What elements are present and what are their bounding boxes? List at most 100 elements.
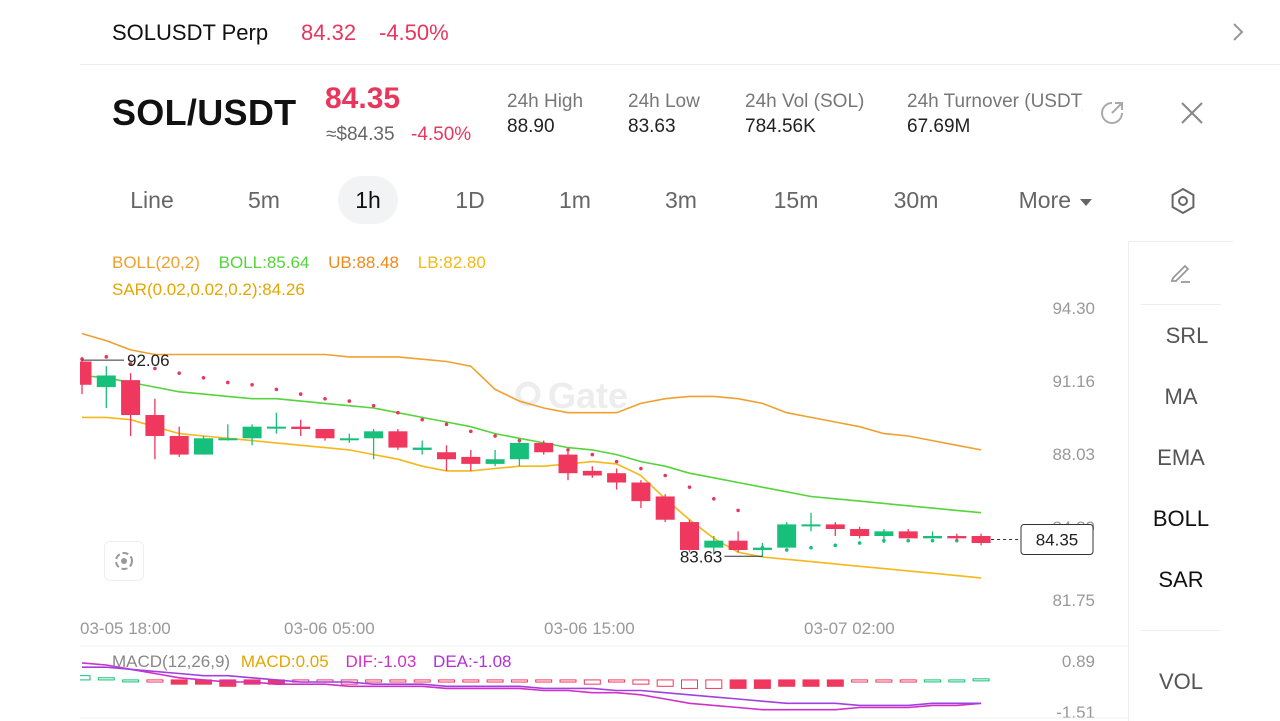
stat-low-label: 24h Low: [628, 91, 700, 112]
candle-body: [412, 447, 432, 450]
macd-dif-line: [81, 662, 982, 711]
price-change: -4.50%: [411, 124, 472, 145]
contract-header[interactable]: SOLUSDT Perp 84.32 -4.50%: [0, 0, 1280, 64]
boll-ub-value: UB:88.48: [328, 253, 399, 272]
boll-upper-line: [81, 332, 982, 451]
macd-histogram-bar: [729, 679, 747, 689]
macd-histogram-bar: [632, 679, 650, 685]
candle: [145, 398, 165, 460]
contract-change: -4.50%: [379, 20, 449, 45]
sar-legend: SAR(0.02,0.02,0.2):84.26: [112, 280, 305, 299]
candle-body: [898, 531, 918, 539]
sar-dot: [493, 434, 497, 438]
draw-pen-icon[interactable]: [1169, 260, 1193, 284]
macd-histogram-bar: [851, 679, 869, 683]
contract-price: 84.32: [301, 20, 357, 45]
indicator-vol[interactable]: VOL: [1158, 669, 1204, 694]
candle-body: [121, 380, 141, 416]
candle: [412, 440, 432, 455]
sar-dot: [590, 452, 595, 457]
sar-dot: [736, 508, 740, 513]
stat-turnover-value: 67.69M: [907, 116, 971, 137]
chart-settings-icon[interactable]: [1168, 186, 1198, 216]
close-icon[interactable]: [1178, 99, 1206, 127]
candle: [923, 531, 942, 539]
candle: [339, 433, 359, 443]
macd-dea-line: [82, 666, 982, 707]
candle-body: [631, 482, 651, 502]
macd-histogram-bar: [486, 679, 504, 683]
candle-body: [218, 438, 238, 441]
dea-value: DEA:-1.08: [433, 652, 512, 671]
dif-value: DIF:-1.03: [345, 652, 417, 671]
tab-30m[interactable]: 30m: [893, 187, 939, 213]
candle: [777, 522, 797, 548]
candle-body: [607, 473, 627, 483]
candle-body: [923, 536, 942, 539]
tab-line[interactable]: Line: [130, 187, 174, 213]
tab-15m[interactable]: 15m: [773, 187, 819, 213]
sar-dot: [833, 543, 838, 548]
macd-histogram-bar: [146, 679, 164, 683]
x-axis-label: 03-06 05:00: [284, 619, 375, 638]
macd-histogram-bar: [802, 679, 820, 687]
tab-1m[interactable]: 1m: [559, 187, 591, 213]
candle: [971, 533, 991, 546]
macd-histogram-bar: [753, 679, 771, 689]
macd-axis-tick: -1.51: [1056, 703, 1095, 720]
candle: [315, 428, 335, 441]
sar-dot: [663, 473, 667, 478]
current-price-tag: [1020, 524, 1094, 556]
sar-dot: [153, 366, 157, 371]
sar-dot: [396, 410, 400, 415]
candle-body: [485, 459, 505, 464]
tab-more[interactable]: More: [1008, 176, 1104, 224]
candle: [874, 529, 894, 543]
y-axis-tick: 94.30: [1052, 299, 1095, 318]
tab-5m[interactable]: 5m: [248, 187, 280, 213]
macd-histogram-bar: [438, 679, 455, 683]
indicator-ma[interactable]: MA: [1164, 384, 1198, 409]
macd-histogram-bar: [535, 679, 553, 683]
macd-histogram-bar: [826, 679, 844, 687]
macd-histogram-bar: [365, 679, 383, 683]
candle: [509, 440, 529, 467]
candle-body: [194, 438, 213, 455]
stat-low-value: 83.63: [628, 116, 676, 137]
candle: [655, 494, 675, 523]
tab-1h[interactable]: 1h: [338, 176, 398, 224]
indicator-boll[interactable]: BOLL: [1152, 506, 1210, 531]
y-axis-tick: 91.16: [1052, 372, 1095, 391]
low-marker-label: 83.63: [680, 547, 723, 566]
tab-1d[interactable]: 1D: [455, 187, 485, 213]
y-axis-tick: 81.75: [1052, 591, 1095, 610]
macd-legend: MACD(12,26,9) MACD:0.05 DIF:-1.03 DEA:-1…: [112, 652, 511, 672]
stat-high-label: 24h High: [507, 91, 584, 112]
candle: [850, 526, 870, 539]
candle-body: [801, 524, 821, 527]
stat-high-value: 88.90: [507, 116, 555, 137]
sar-dot: [128, 362, 133, 366]
chevron-right-icon[interactable]: [1228, 20, 1250, 44]
macd-histogram-bar: [972, 678, 990, 682]
candle: [266, 412, 286, 434]
macd-axis-tick: 0.89: [1062, 652, 1095, 671]
candle: [80, 356, 92, 395]
chart-reset-button[interactable]: [104, 541, 144, 581]
x-axis-label: 03-06 15:00: [544, 619, 635, 638]
tab-3m[interactable]: 3m: [665, 187, 697, 213]
sar-dot: [201, 376, 206, 380]
candle: [218, 424, 238, 441]
share-icon[interactable]: [1098, 99, 1126, 127]
divider: [1141, 304, 1221, 305]
watermark: Gate: [515, 375, 628, 416]
indicator-ema[interactable]: EMA: [1157, 445, 1205, 470]
candle-body: [242, 426, 262, 439]
indicator-sar[interactable]: SAR: [1158, 567, 1204, 592]
indicator-srl[interactable]: SRL: [1165, 323, 1209, 348]
candle-body: [96, 375, 116, 388]
candle-body: [291, 426, 311, 429]
sar-dot: [469, 429, 473, 434]
